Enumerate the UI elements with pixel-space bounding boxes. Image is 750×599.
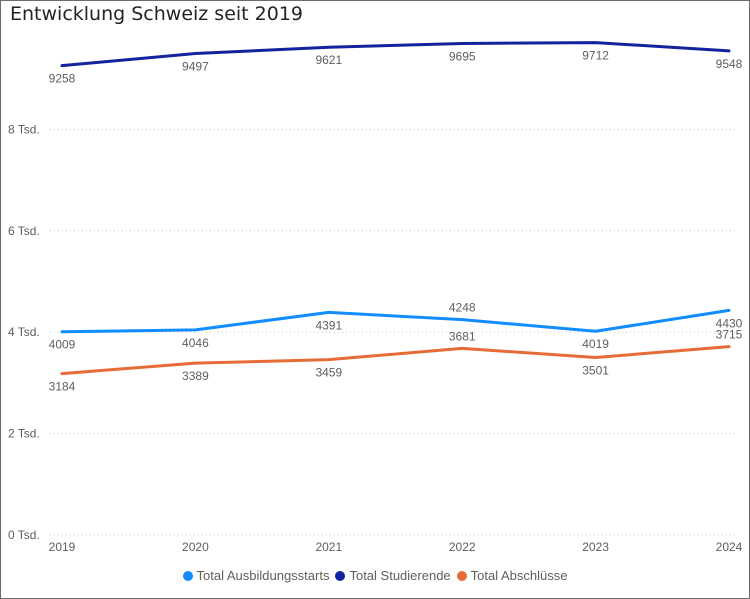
chart-title: Entwicklung Schweiz seit 2019 <box>10 3 304 25</box>
x-tick-label: 2020 <box>182 540 209 554</box>
y-tick-label: 8 Tsd. <box>8 122 40 136</box>
series-line <box>60 308 731 334</box>
data-label: 3389 <box>182 369 209 383</box>
data-label: 3501 <box>582 363 609 377</box>
legend-label: Total Studierende <box>349 568 451 583</box>
data-label: 3715 <box>716 328 743 342</box>
data-label: 4248 <box>449 301 476 315</box>
data-label: 9695 <box>449 49 476 63</box>
series-line <box>60 345 731 376</box>
legend-marker-icon <box>182 570 193 581</box>
data-label: 9497 <box>182 60 209 74</box>
gridlines <box>50 128 737 536</box>
x-tick-label: 2023 <box>582 540 609 554</box>
legend-item[interactable]: Total Ausbildungsstarts <box>182 568 330 583</box>
legend: Total Ausbildungsstarts Total Studierende… <box>0 568 750 583</box>
data-label: 9712 <box>582 49 609 63</box>
legend-marker-icon <box>456 570 467 581</box>
legend-item[interactable]: Total Abschlüsse <box>456 568 568 583</box>
y-tick-label: 6 Tsd. <box>8 224 40 238</box>
series-line <box>60 41 731 68</box>
data-label: 4430 <box>716 316 743 330</box>
legend-label: Total Abschlüsse <box>470 568 568 583</box>
data-labels: 4009 4046 4391 4248 4019 4430 9258 9497 9621 9695… <box>49 49 743 394</box>
y-axis-ticks: 0 Tsd. 2 Tsd. 4 Tsd. 6 Tsd. 8 Tsd. <box>8 122 40 542</box>
legend-label: Total Ausbildungsstarts <box>196 568 330 583</box>
x-tick-label: 2022 <box>449 540 476 554</box>
data-label: 4019 <box>582 337 609 351</box>
y-tick-label: 2 Tsd. <box>8 427 40 441</box>
x-tick-label: 2024 <box>716 540 743 554</box>
y-tick-label: 0 Tsd. <box>8 528 40 542</box>
x-axis-ticks: 2019 2020 2021 2022 2023 2024 <box>49 540 743 554</box>
data-label: 9548 <box>716 57 743 71</box>
y-tick-label: 4 Tsd. <box>8 325 40 339</box>
data-label: 4391 <box>315 318 342 332</box>
data-label: 3184 <box>49 380 76 394</box>
data-label: 3681 <box>449 329 476 343</box>
series-lines <box>60 41 731 376</box>
data-label: 4009 <box>49 338 76 352</box>
legend-item[interactable]: Total Studierende <box>335 568 451 583</box>
x-tick-label: 2021 <box>315 540 342 554</box>
legend-marker-icon <box>335 570 346 581</box>
x-tick-label: 2019 <box>49 540 76 554</box>
data-label: 3459 <box>315 366 342 380</box>
data-label: 4046 <box>182 336 209 350</box>
data-label: 9258 <box>49 72 76 86</box>
data-label: 9621 <box>315 53 342 67</box>
